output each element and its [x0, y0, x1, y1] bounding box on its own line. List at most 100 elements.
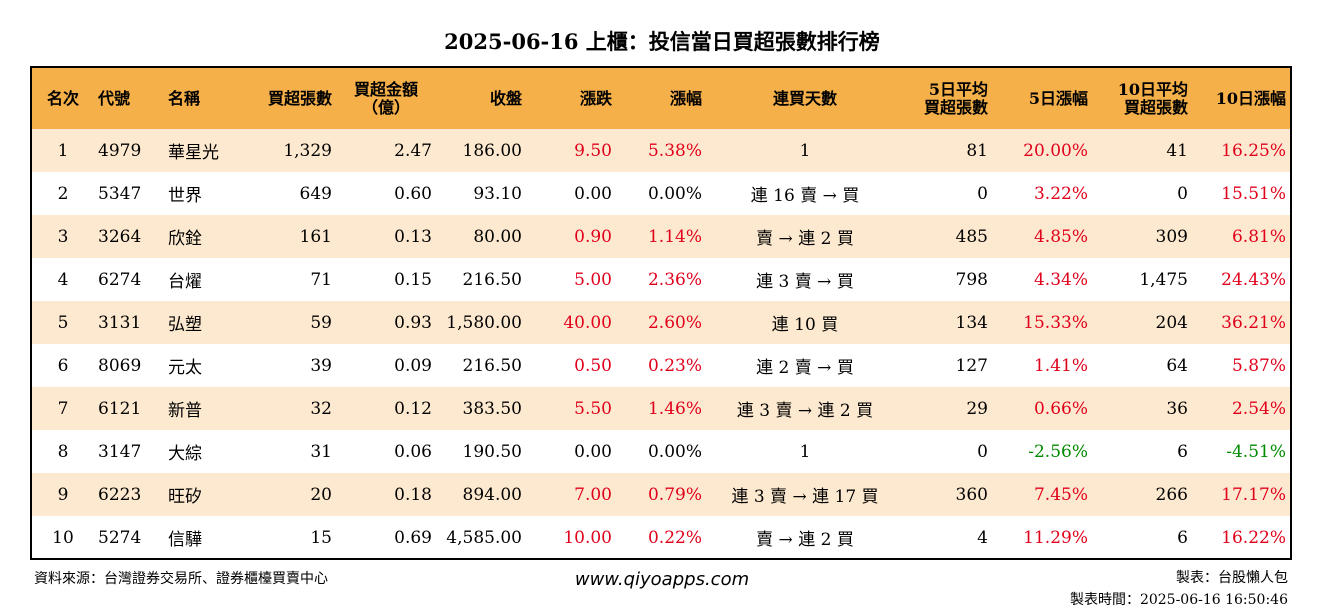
cell-code: 5274 [98, 527, 142, 548]
cell-close: 93.10 [473, 183, 522, 204]
cell-amount: 0.60 [394, 183, 432, 204]
cell-pct5: 4.34% [1033, 269, 1088, 290]
cell-pct: 1.14% [647, 226, 702, 247]
cell-rank: 10 [52, 527, 74, 548]
cell-volume: 20 [310, 484, 332, 505]
cell-name: 台燿 [168, 272, 202, 292]
cell-pct10: 2.54% [1231, 398, 1286, 419]
cell-avg5: 29 [966, 398, 988, 419]
cell-rank: 3 [57, 226, 69, 247]
cell-close: 80.00 [473, 226, 522, 247]
table-row: 1 4979 華星光 1,329 2.47 186.00 9.50 5.38% 1 81 20.00… [32, 129, 1290, 172]
header-avg10-line1: 10日平均 [1117, 79, 1188, 99]
page-title: 2025-06-16 上櫃：投信當日買超張數排行榜 [444, 29, 880, 54]
header-name: 名稱 [168, 88, 201, 108]
cell-volume: 649 [299, 183, 332, 204]
cell-change: 7.00 [574, 484, 612, 505]
table-row: 4 6274 台燿 71 0.15 216.50 5.00 2.36% 連 3 賣 → 買 798… [32, 258, 1290, 301]
cell-name: 弘塑 [168, 315, 202, 335]
cell-avg10: 309 [1155, 226, 1188, 247]
cell-avg10: 36 [1166, 398, 1188, 419]
cell-volume: 39 [310, 355, 332, 376]
cell-avg5: 81 [966, 140, 988, 161]
cell-close: 190.50 [462, 441, 522, 462]
cell-avg10: 204 [1155, 312, 1188, 333]
cell-change: 40.00 [563, 312, 612, 333]
cell-pct10: 6.81% [1231, 226, 1286, 247]
cell-code: 4979 [98, 140, 142, 161]
cell-pct: 0.23% [647, 355, 702, 376]
cell-rank: 6 [57, 355, 69, 376]
table-body: 1 4979 華星光 1,329 2.47 186.00 9.50 5.38% 1 81 20.00… [32, 129, 1290, 558]
cell-change: 0.00 [574, 441, 612, 462]
cell-rank: 4 [57, 269, 69, 290]
cell-pct5: 15.33% [1023, 312, 1088, 333]
cell-change: 0.90 [574, 226, 612, 247]
cell-close: 186.00 [462, 140, 522, 161]
cell-change: 0.00 [574, 183, 612, 204]
cell-avg5: 798 [955, 269, 988, 290]
cell-pct: 1.46% [647, 398, 702, 419]
cell-rank: 2 [57, 183, 69, 204]
cell-pct10: -4.51% [1226, 441, 1286, 462]
cell-amount: 2.47 [394, 140, 432, 161]
cell-code: 6121 [98, 398, 142, 419]
cell-close: 894.00 [462, 484, 522, 505]
cell-pct5: 20.00% [1023, 140, 1088, 161]
cell-amount: 0.93 [394, 312, 432, 333]
header-avg5-line2: 買超張數 [923, 97, 988, 117]
table-row: 6 8069 元太 39 0.09 216.50 0.50 0.23% 連 2 賣 → 買 127… [32, 344, 1290, 387]
cell-avg10: 6 [1177, 441, 1188, 462]
cell-days: 連 3 賣 → 連 17 買 [731, 487, 879, 507]
table-row: 3 3264 欣銓 161 0.13 80.00 0.90 1.14% 賣 → 連 2 買 485… [32, 215, 1290, 258]
cell-days: 賣 → 連 2 買 [756, 530, 854, 550]
cell-avg10: 1,475 [1139, 269, 1188, 290]
cell-pct: 2.36% [647, 269, 702, 290]
cell-avg5: 127 [955, 355, 988, 376]
cell-name: 元太 [168, 358, 202, 378]
cell-pct: 2.60% [647, 312, 702, 333]
header-pct5: 5日漲幅 [1028, 88, 1088, 108]
cell-pct5: 11.29% [1023, 527, 1088, 548]
cell-amount: 0.09 [394, 355, 432, 376]
cell-name: 欣銓 [168, 229, 202, 249]
table-row: 2 5347 世界 649 0.60 93.10 0.00 0.00% 連 16 賣 → 買 0 3… [32, 172, 1290, 215]
cell-pct: 0.00% [647, 441, 702, 462]
cell-pct10: 36.21% [1221, 312, 1286, 333]
cell-avg10: 64 [1166, 355, 1188, 376]
cell-days: 賣 → 連 2 買 [756, 229, 854, 249]
cell-name: 信驊 [168, 530, 202, 550]
header-pct: 漲幅 [669, 88, 702, 108]
cell-close: 383.50 [462, 398, 522, 419]
cell-code: 6223 [98, 484, 142, 505]
cell-days: 1 [799, 441, 811, 462]
header-pct10: 10日漲幅 [1215, 88, 1286, 108]
cell-volume: 1,329 [283, 140, 332, 161]
header-change: 漲跌 [579, 88, 612, 108]
header-amount-line1: 買超金額 [353, 79, 418, 99]
cell-volume: 59 [310, 312, 332, 333]
cell-volume: 15 [310, 527, 332, 548]
cell-close: 4,585.00 [446, 527, 522, 548]
cell-code: 6274 [98, 269, 142, 290]
cell-amount: 0.12 [394, 398, 432, 419]
cell-days: 連 10 買 [771, 315, 839, 335]
cell-close: 1,580.00 [446, 312, 522, 333]
header-amount: 買超金額 （億） [336, 68, 436, 129]
cell-avg5: 4 [977, 527, 988, 548]
cell-avg10: 0 [1177, 183, 1188, 204]
cell-pct: 0.79% [647, 484, 702, 505]
cell-amount: 0.69 [394, 527, 432, 548]
cell-code: 8069 [98, 355, 142, 376]
header-amount-line2: （億） [361, 97, 410, 117]
cell-rank: 5 [57, 312, 69, 333]
table-row: 5 3131 弘塑 59 0.93 1,580.00 40.00 2.60% 連 10 買 134… [32, 301, 1290, 344]
cell-pct5: 4.85% [1033, 226, 1088, 247]
cell-close: 216.50 [462, 355, 522, 376]
footer-time: 製表時間：2025-06-16 16:50:46 [1069, 592, 1288, 608]
cell-rank: 9 [57, 484, 69, 505]
cell-name: 旺矽 [168, 487, 202, 507]
ranking-table-container: 名次 代號 名稱 買超張數 買超金額 （億） 收盤 漲跌 漲幅 連買天數 5日平… [30, 66, 1292, 560]
header-close: 收盤 [489, 88, 522, 108]
cell-change: 10.00 [563, 527, 612, 548]
